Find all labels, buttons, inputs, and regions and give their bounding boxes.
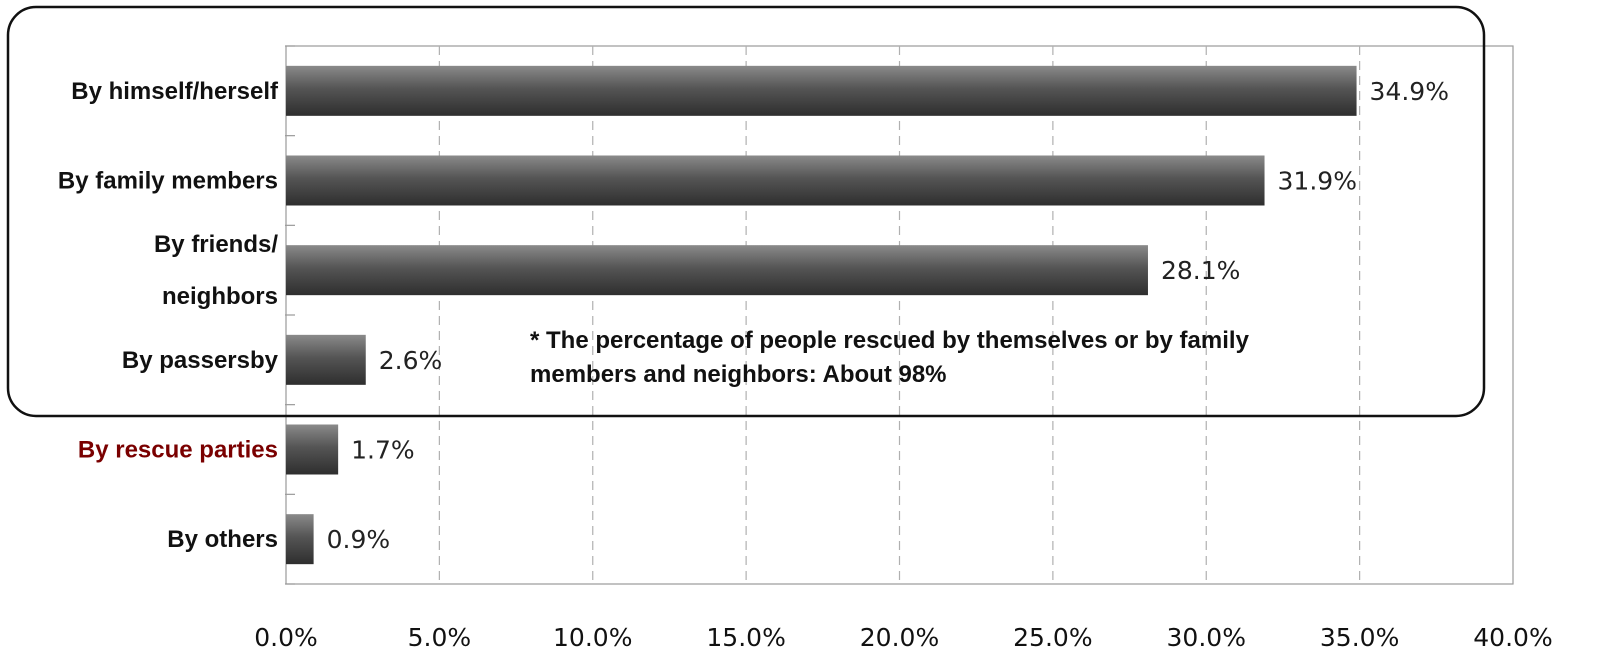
category-label: By passersby	[122, 347, 279, 374]
category-label: By family members	[58, 168, 278, 195]
annotation-note: * The percentage of people rescued by th…	[530, 327, 1256, 388]
bar	[286, 155, 1265, 206]
x-tick-label: 40.0%	[1473, 623, 1552, 652]
category-label: By others	[167, 526, 278, 553]
category-label: By rescue parties	[78, 437, 278, 464]
category-label: By friends/	[154, 231, 278, 258]
annotation-line-2: members and neighbors: About 98%	[530, 361, 947, 388]
bar	[286, 65, 1357, 116]
highlight-frame	[6, 5, 1486, 418]
value-labels: 34.9% 31.9% 28.1% 2.6% 1.7% 0.9%	[327, 77, 1449, 554]
bar	[286, 514, 314, 565]
bars	[286, 65, 1357, 565]
x-tick-label: 15.0%	[706, 623, 785, 652]
bar-value-label: 31.9%	[1278, 167, 1357, 196]
bar	[286, 245, 1148, 296]
bar-value-label: 28.1%	[1161, 256, 1240, 285]
bar-value-label: 0.9%	[327, 525, 391, 554]
plot-area	[285, 45, 1514, 585]
bar-value-label: 1.7%	[351, 436, 415, 465]
bar-value-label: 34.9%	[1370, 77, 1449, 106]
x-tick-label: 10.0%	[553, 623, 632, 652]
x-tick-label: 25.0%	[1013, 623, 1092, 652]
bar-value-label: 2.6%	[379, 346, 443, 375]
x-tick-label: 5.0%	[408, 623, 472, 652]
category-label: neighbors	[162, 283, 278, 310]
y-axis-ticks	[285, 45, 295, 585]
x-tick-label: 30.0%	[1167, 623, 1246, 652]
bar	[286, 424, 339, 475]
bar	[286, 334, 366, 385]
category-labels: By himself/herself By family members By fr…	[58, 78, 279, 553]
x-tick-label: 0.0%	[254, 623, 318, 652]
x-tick-label: 35.0%	[1320, 623, 1399, 652]
annotation-line-1: * The percentage of people rescued by th…	[530, 327, 1250, 354]
category-label: By himself/herself	[71, 78, 279, 105]
x-tick-label: 20.0%	[860, 623, 939, 652]
x-axis-tick-labels: 0.0% 5.0% 10.0% 15.0% 20.0% 25.0% 30.0% 35.0% 40…	[254, 623, 1552, 652]
